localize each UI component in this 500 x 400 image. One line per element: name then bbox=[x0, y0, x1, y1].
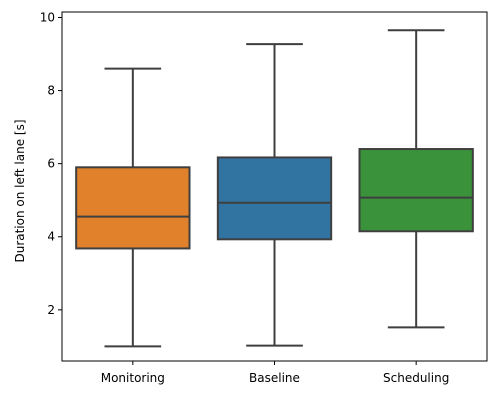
box-series bbox=[75, 29, 474, 348]
box-scheduling bbox=[358, 29, 474, 329]
box-monitoring bbox=[75, 67, 191, 348]
y-axis-title: Duration on left lane [s] bbox=[13, 119, 27, 262]
box-baseline bbox=[216, 43, 333, 347]
iqr-box bbox=[216, 156, 333, 241]
x-tick-label: Baseline bbox=[249, 371, 300, 385]
iqr-box bbox=[358, 148, 474, 233]
y-tick-label: 2 bbox=[47, 303, 55, 317]
x-tick-label: Scheduling bbox=[383, 371, 449, 385]
plot-frame bbox=[61, 11, 488, 362]
y-tick-label: 8 bbox=[47, 84, 55, 98]
x-tick-label: Monitoring bbox=[101, 371, 165, 385]
y-tick-label: 4 bbox=[47, 230, 55, 244]
y-tick-label: 10 bbox=[40, 10, 55, 24]
y-tick-label: 6 bbox=[47, 157, 55, 171]
iqr-box bbox=[75, 166, 191, 250]
y-axis: 2 4 6 8 10 bbox=[40, 10, 62, 317]
x-axis: Monitoring Baseline Scheduling bbox=[101, 361, 449, 385]
